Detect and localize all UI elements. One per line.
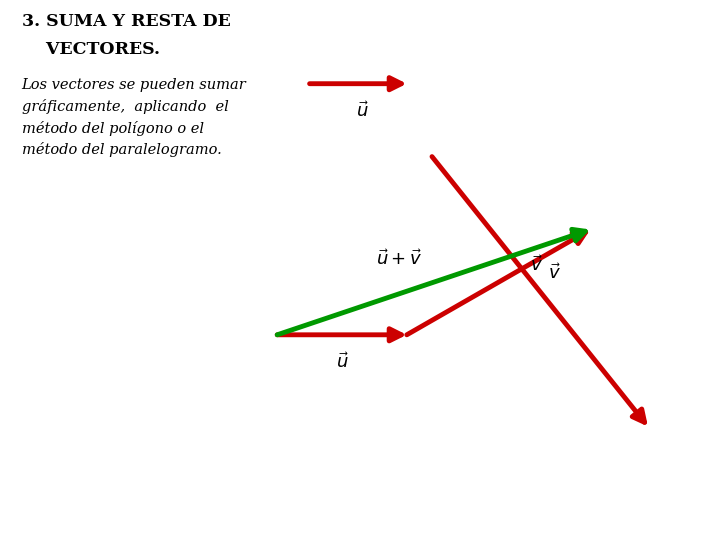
Text: $\vec{v}$: $\vec{v}$	[530, 255, 543, 274]
Text: $\vec{u}+\vec{v}$: $\vec{u}+\vec{v}$	[377, 249, 423, 269]
Text: 3. SUMA Y RESTA DE: 3. SUMA Y RESTA DE	[22, 14, 230, 30]
Text: $\vec{u}$: $\vec{u}$	[356, 101, 369, 120]
Text: $\vec{v}$: $\vec{v}$	[548, 263, 561, 282]
Text: VECTORES.: VECTORES.	[22, 40, 160, 57]
Text: Los vectores se pueden sumar
gráficamente,  aplicando  el
método del polígono o : Los vectores se pueden sumar gráficament…	[22, 78, 246, 157]
Text: $\vec{u}$: $\vec{u}$	[336, 352, 348, 372]
